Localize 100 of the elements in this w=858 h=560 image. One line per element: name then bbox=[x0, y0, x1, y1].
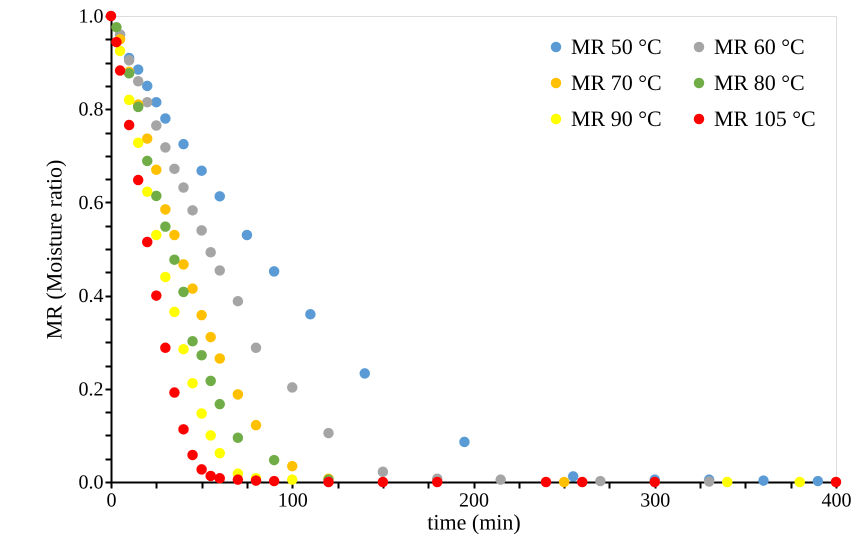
point bbox=[268, 454, 280, 466]
point bbox=[151, 230, 162, 240]
point bbox=[232, 474, 244, 485]
point bbox=[758, 475, 769, 486]
point bbox=[178, 344, 189, 354]
legend-label: MR 80 °C bbox=[714, 70, 805, 95]
point bbox=[132, 102, 144, 112]
point bbox=[323, 476, 334, 488]
point bbox=[142, 80, 152, 92]
point bbox=[160, 113, 171, 124]
x-axis-title: time (min) bbox=[427, 510, 521, 534]
point bbox=[558, 476, 570, 488]
point bbox=[178, 286, 189, 298]
point bbox=[178, 424, 189, 435]
point bbox=[142, 186, 152, 197]
legend-label: MR 90 °C bbox=[571, 106, 662, 131]
point bbox=[205, 247, 216, 258]
point bbox=[196, 350, 207, 360]
y-tick-label: 0.6 bbox=[78, 192, 104, 214]
point bbox=[187, 378, 198, 388]
point bbox=[214, 265, 225, 276]
y-tick-label: 1.0 bbox=[78, 6, 104, 28]
point bbox=[794, 476, 805, 488]
y-axis-title: MR (Moisture ratio) bbox=[42, 160, 66, 340]
legend-label: MR 70 °C bbox=[571, 70, 662, 95]
point bbox=[432, 476, 442, 488]
point bbox=[160, 342, 171, 354]
legend-label: MR 60 °C bbox=[714, 34, 805, 59]
point bbox=[160, 204, 171, 215]
point bbox=[650, 476, 660, 488]
point bbox=[142, 96, 152, 108]
x-tick-label: 100 bbox=[278, 490, 308, 512]
point bbox=[132, 64, 144, 75]
point bbox=[178, 138, 189, 150]
y-tick-label: 0.2 bbox=[78, 378, 104, 400]
point bbox=[196, 310, 207, 320]
point bbox=[214, 398, 225, 410]
point bbox=[812, 476, 824, 486]
point bbox=[287, 460, 298, 472]
point bbox=[178, 182, 189, 193]
x-tick-label: 200 bbox=[459, 490, 489, 512]
point bbox=[250, 342, 262, 354]
point bbox=[214, 353, 225, 364]
point bbox=[187, 283, 198, 294]
point bbox=[187, 205, 198, 216]
point bbox=[142, 236, 152, 248]
point bbox=[232, 389, 244, 400]
point bbox=[160, 221, 171, 232]
point bbox=[205, 332, 216, 342]
point bbox=[459, 436, 470, 448]
point bbox=[495, 474, 506, 485]
point bbox=[268, 266, 280, 277]
point bbox=[132, 138, 144, 148]
point bbox=[132, 76, 144, 86]
point bbox=[124, 120, 134, 130]
point bbox=[124, 94, 134, 106]
point bbox=[214, 448, 225, 458]
point bbox=[111, 36, 122, 48]
point bbox=[196, 464, 207, 475]
x-tick-label: 0 bbox=[106, 490, 116, 512]
point bbox=[196, 225, 207, 236]
point bbox=[151, 120, 162, 131]
point bbox=[378, 476, 388, 488]
legend-label: MR 105 °C bbox=[714, 106, 816, 131]
point bbox=[378, 466, 388, 477]
point bbox=[323, 428, 334, 438]
point bbox=[187, 336, 198, 346]
y-tick-label: 0.8 bbox=[78, 98, 104, 121]
point bbox=[114, 65, 126, 76]
point bbox=[250, 420, 262, 430]
point bbox=[214, 473, 225, 484]
point bbox=[577, 476, 588, 488]
point bbox=[568, 471, 578, 482]
point bbox=[151, 164, 162, 176]
point bbox=[232, 432, 244, 443]
point bbox=[151, 190, 162, 202]
point bbox=[595, 476, 606, 486]
y-tick-label: 0.4 bbox=[78, 285, 104, 308]
x-tick-label: 400 bbox=[822, 490, 852, 512]
point bbox=[169, 387, 180, 398]
point bbox=[287, 474, 298, 485]
point bbox=[232, 296, 244, 306]
point bbox=[205, 430, 216, 441]
point bbox=[114, 46, 126, 56]
point bbox=[151, 96, 162, 108]
point bbox=[132, 174, 144, 186]
point bbox=[151, 290, 162, 301]
point bbox=[142, 133, 152, 144]
point bbox=[360, 368, 370, 379]
point bbox=[169, 306, 180, 318]
point bbox=[169, 230, 180, 240]
point bbox=[142, 156, 152, 166]
point bbox=[160, 142, 171, 153]
point bbox=[205, 470, 216, 482]
point bbox=[205, 376, 216, 386]
point bbox=[268, 476, 280, 486]
point bbox=[169, 164, 180, 174]
legend-label: MR 50 °C bbox=[571, 34, 662, 59]
x-tick-label: 300 bbox=[640, 490, 670, 512]
point bbox=[178, 259, 189, 270]
